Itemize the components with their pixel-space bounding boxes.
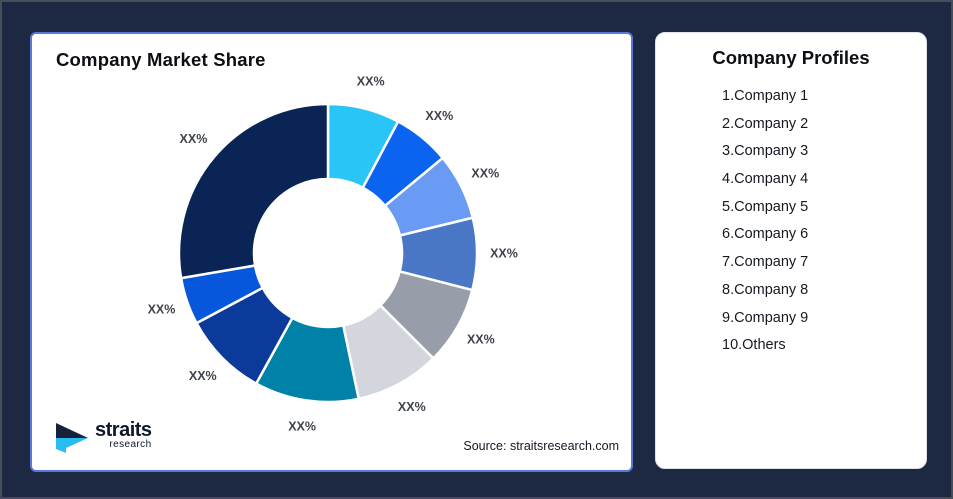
profiles-title: Company Profiles [712, 47, 870, 68]
logo-text: straits research [95, 420, 152, 450]
company-list-item: 6.Company 6 [722, 226, 809, 243]
slice-label: XX% [490, 246, 518, 260]
company-list-item: 2.Company 2 [722, 115, 809, 132]
logo-subname: research [109, 439, 152, 450]
market-share-donut: XX% XX% XX% XX% XX% XX% XX% XX% XX% XX% [148, 75, 518, 434]
slice-label: XX% [357, 75, 385, 89]
company-list-item: 4.Company 4 [722, 171, 809, 188]
company-list-item: 3.Company 3 [722, 143, 809, 160]
market-share-card: Company Market Share XX% XX% XX% XX% XX% XX% X… [30, 32, 633, 472]
company-list-item: 9.Company 9 [722, 309, 809, 326]
company-list-item: 10.Others [722, 337, 786, 354]
slice-label: XX% [425, 109, 453, 123]
company-list-item: 8.Company 8 [722, 281, 809, 298]
slice-label: XX% [189, 369, 217, 383]
source-attribution: Source: straitsresearch.com [463, 439, 619, 453]
slice-label: XX% [148, 302, 176, 316]
donut-slice [177, 102, 330, 280]
logo-name: straits [95, 419, 152, 441]
company-list: 1.Company 1 2.Company 2 3.Company 3 4.Compa… [722, 83, 918, 360]
straits-logo-icon [56, 423, 88, 453]
straits-research-logo: straits research [54, 420, 152, 454]
company-list-item: 7.Company 7 [722, 254, 809, 271]
company-list-item: 1.Company 1 [722, 88, 809, 104]
slice-label: XX% [180, 132, 208, 146]
company-list-item: 5.Company 5 [722, 198, 809, 215]
slice-label: XX% [467, 332, 495, 346]
slice-label: XX% [288, 419, 316, 433]
slice-label: XX% [471, 166, 499, 180]
slice-label: XX% [398, 400, 426, 414]
chart-title: Company Market Share [56, 49, 266, 70]
company-profiles-card: Company Profiles 1.Company 1 2.Company 2 3… [655, 32, 927, 469]
